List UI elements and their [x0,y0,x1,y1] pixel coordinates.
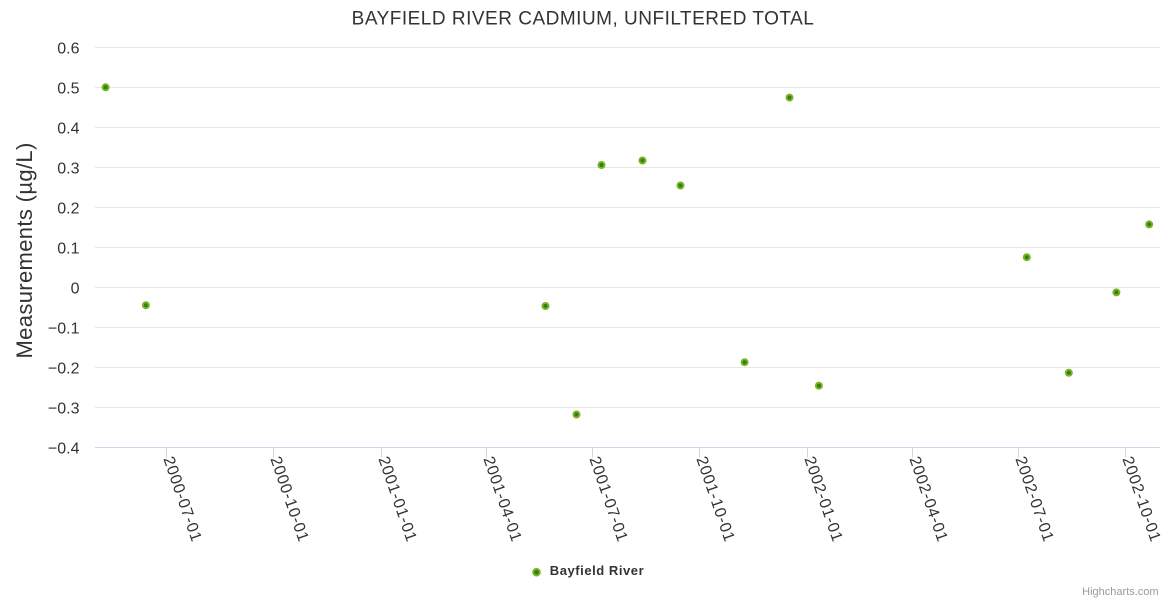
svg-text:0: 0 [71,281,80,298]
svg-text:−0.1: −0.1 [48,321,80,338]
svg-text:−0.2: −0.2 [48,361,80,378]
svg-text:0.6: 0.6 [57,41,79,58]
svg-text:Bayfield River: Bayfield River [550,563,644,578]
svg-text:Measurements (µg/L): Measurements (µg/L) [12,142,37,358]
svg-text:0.1: 0.1 [57,241,79,258]
svg-text:Highcharts.com: Highcharts.com [1082,586,1158,598]
svg-text:−0.4: −0.4 [48,441,80,458]
svg-text:BAYFIELD RIVER CADMIUM, UNFILT: BAYFIELD RIVER CADMIUM, UNFILTERED TOTAL [352,8,815,29]
svg-text:−0.3: −0.3 [48,401,80,418]
svg-text:0.4: 0.4 [57,121,79,138]
svg-text:0.5: 0.5 [57,81,79,98]
svg-text:0.3: 0.3 [57,161,79,178]
svg-text:0.2: 0.2 [57,201,79,218]
